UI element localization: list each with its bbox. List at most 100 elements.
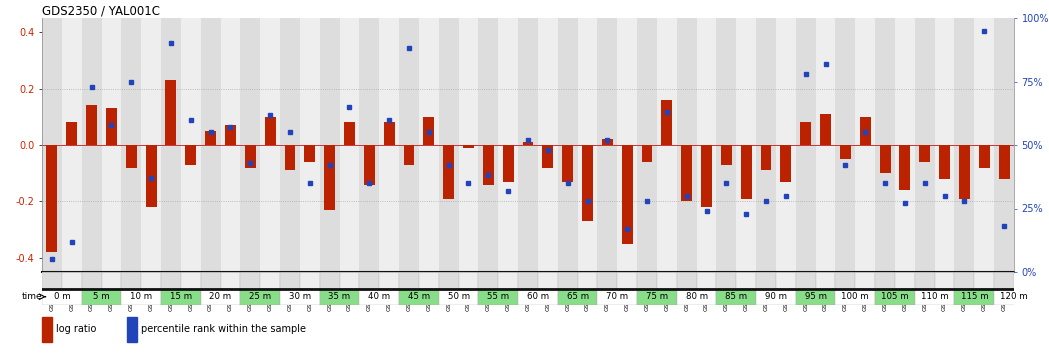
Bar [142, 272, 160, 289]
Bar [142, 18, 160, 272]
Bar [284, 145, 296, 170]
Bar [756, 272, 776, 289]
Bar [82, 18, 102, 272]
Bar [875, 272, 895, 289]
Text: 25 m: 25 m [250, 292, 272, 301]
Bar [82, 289, 122, 305]
Bar [915, 272, 935, 289]
Bar [622, 145, 633, 244]
Bar [761, 145, 771, 170]
Bar [598, 18, 617, 272]
Bar [518, 18, 538, 272]
Text: GDS2350 / YAL001C: GDS2350 / YAL001C [42, 5, 160, 18]
Text: 80 m: 80 m [686, 292, 708, 301]
Bar [127, 317, 137, 342]
Bar [875, 289, 915, 305]
Bar [880, 145, 891, 173]
Text: 10 m: 10 m [130, 292, 152, 301]
Bar [835, 18, 855, 272]
Text: 95 m: 95 m [805, 292, 827, 301]
Bar [340, 18, 360, 272]
Bar [875, 18, 895, 272]
Bar [959, 145, 970, 199]
Bar [994, 18, 1014, 272]
Bar [360, 18, 380, 272]
Bar [244, 145, 256, 167]
Bar [206, 131, 216, 145]
Bar [340, 272, 360, 289]
Bar [424, 117, 434, 145]
Bar [42, 317, 52, 342]
Bar [200, 18, 220, 272]
Text: time: time [22, 292, 42, 301]
Text: 120 m: 120 m [1000, 292, 1028, 301]
Text: 60 m: 60 m [527, 292, 549, 301]
Bar [662, 100, 672, 145]
Bar [240, 289, 280, 305]
Bar [42, 289, 82, 305]
Bar [320, 18, 340, 272]
Bar [483, 145, 494, 184]
Bar [46, 145, 58, 252]
Bar [637, 289, 677, 305]
Bar [677, 289, 716, 305]
Text: 70 m: 70 m [606, 292, 628, 301]
Bar [438, 18, 458, 272]
Bar [240, 272, 260, 289]
Bar [895, 18, 915, 272]
Bar [220, 18, 240, 272]
Bar [578, 272, 598, 289]
Bar [498, 272, 518, 289]
Bar [344, 122, 355, 145]
Bar [42, 272, 62, 289]
Text: 75 m: 75 m [646, 292, 668, 301]
Bar [102, 18, 122, 272]
Bar [264, 117, 276, 145]
Bar [122, 289, 160, 305]
Bar [637, 18, 657, 272]
Bar [280, 289, 320, 305]
Text: 45 m: 45 m [408, 292, 430, 301]
Bar [146, 145, 156, 207]
Text: 85 m: 85 m [725, 292, 747, 301]
Bar [800, 122, 811, 145]
Bar [260, 18, 280, 272]
Bar [935, 18, 955, 272]
Bar [955, 272, 975, 289]
Bar [518, 289, 558, 305]
Bar [701, 145, 712, 207]
Bar [558, 272, 578, 289]
Bar [260, 272, 280, 289]
Bar [975, 272, 994, 289]
Bar [300, 18, 320, 272]
Bar [677, 272, 697, 289]
Bar [975, 18, 994, 272]
Bar [736, 272, 756, 289]
Bar [320, 272, 340, 289]
Text: percentile rank within the sample: percentile rank within the sample [141, 324, 306, 333]
Bar [899, 145, 911, 190]
Bar [657, 272, 677, 289]
Bar [776, 272, 796, 289]
Bar [697, 18, 716, 272]
Bar [160, 272, 180, 289]
Bar [166, 80, 176, 145]
Bar [380, 272, 399, 289]
Bar [66, 122, 78, 145]
Text: 35 m: 35 m [328, 292, 350, 301]
Bar [855, 18, 875, 272]
Bar [106, 108, 116, 145]
Bar [160, 289, 200, 305]
Bar [380, 18, 399, 272]
Bar [939, 145, 950, 179]
Bar [458, 272, 478, 289]
Bar [796, 272, 816, 289]
Bar [399, 289, 438, 305]
Bar [979, 145, 989, 167]
Bar [122, 18, 142, 272]
Bar [478, 18, 498, 272]
Bar [820, 114, 831, 145]
Bar [657, 18, 677, 272]
Text: 100 m: 100 m [841, 292, 870, 301]
Text: 65 m: 65 m [566, 292, 588, 301]
